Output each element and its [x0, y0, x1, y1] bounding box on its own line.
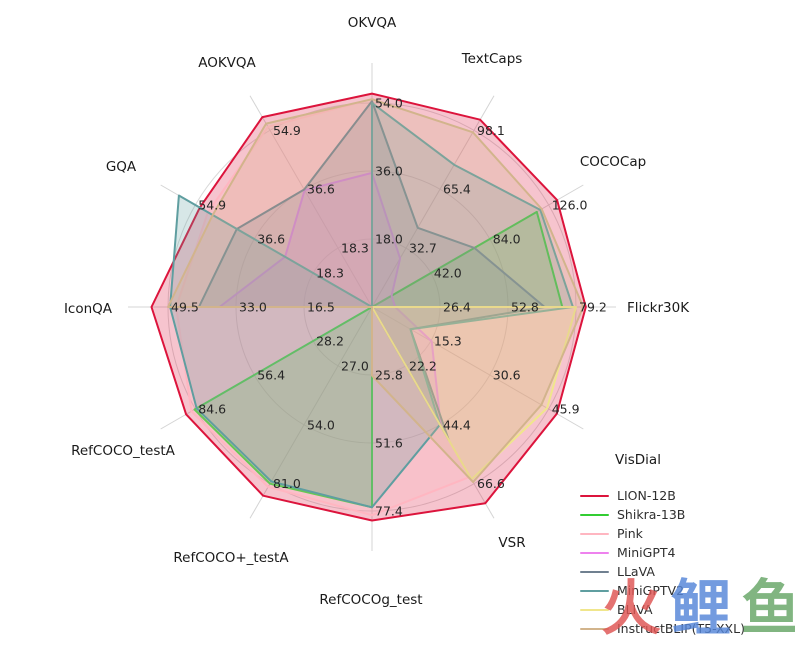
tick-label-IconQA-16.5: 16.5	[307, 300, 335, 315]
legend-label: MiniGPTV2	[617, 583, 685, 598]
legend-swatch	[580, 494, 609, 497]
legend-item-LLaVA: LLaVA	[580, 562, 745, 581]
legend-label: Pink	[617, 526, 643, 541]
tick-label-RefCOCO_testA-56.4: 56.4	[257, 368, 285, 383]
tick-label-AOKVQA-54.9: 54.9	[273, 123, 301, 138]
tick-label-RefCOCOg_test-51.6: 51.6	[375, 436, 403, 451]
axis-label-VSR: VSR	[498, 535, 525, 551]
tick-label-TextCaps-65.4: 65.4	[443, 182, 471, 197]
tick-label-COCOCap-126.0: 126.0	[552, 198, 588, 213]
legend-item-Shikra-13B: Shikra-13B	[580, 505, 745, 524]
tick-label-IconQA-49.5: 49.5	[171, 300, 199, 315]
tick-label-Flickr30K-52.8: 52.8	[511, 300, 539, 315]
tick-label-GQA-36.6: 36.6	[257, 232, 285, 247]
tick-label-VisDial-45.9: 45.9	[552, 402, 580, 417]
tick-label-RefCOCO_testA-28.2: 28.2	[316, 334, 344, 349]
axis-label-TextCaps: TextCaps	[461, 51, 523, 67]
tick-label-RefCOCO+_testA-27.0: 27.0	[341, 358, 369, 373]
tick-label-OKVQA-54.0: 54.0	[375, 96, 403, 111]
tick-label-RefCOCOg_test-77.4: 77.4	[375, 504, 403, 519]
legend-swatch	[580, 513, 609, 516]
series-polygon-InstructBLIP(T5-XXL)	[167, 98, 585, 484]
tick-label-TextCaps-32.7: 32.7	[409, 241, 437, 256]
axis-label-RefCOCO_testA: RefCOCO_testA	[71, 443, 176, 459]
legend-item-LION-12B: LION-12B	[580, 486, 745, 505]
legend-item-MiniGPT4: MiniGPT4	[580, 543, 745, 562]
tick-label-VisDial-30.6: 30.6	[493, 368, 521, 383]
tick-label-TextCaps-98.1: 98.1	[477, 123, 505, 138]
legend-label: LLaVA	[617, 564, 655, 579]
axis-label-GQA: GQA	[106, 159, 137, 175]
tick-label-IconQA-33.0: 33.0	[239, 300, 267, 315]
legend-swatch	[580, 532, 609, 535]
legend-item-MiniGPTV2: MiniGPTV2	[580, 581, 745, 600]
legend-swatch	[580, 570, 609, 573]
legend-item-BLIVA: BLIVA	[580, 600, 745, 619]
axis-spoke	[371, 306, 584, 430]
legend-item-Pink: Pink	[580, 524, 745, 543]
series-polygon-MiniGPTV2	[169, 102, 574, 509]
axis-label-AOKVQA: AOKVQA	[198, 55, 256, 71]
legend-label: MiniGPT4	[617, 545, 676, 560]
tick-label-COCOCap-84.0: 84.0	[493, 232, 521, 247]
axis-label-COCOCap: COCOCap	[580, 154, 646, 170]
tick-label-OKVQA-18.0: 18.0	[375, 232, 403, 247]
legend-swatch	[580, 551, 609, 554]
axis-label-IconQA: IconQA	[64, 301, 113, 317]
legend-swatch	[580, 589, 609, 592]
axis-label-RefCOCOg_test: RefCOCOg_test	[319, 592, 422, 608]
axis-spoke	[371, 95, 495, 308]
tick-label-RefCOCOg_test-25.8: 25.8	[375, 368, 403, 383]
legend-label: InstructBLIP(T5-XXL)	[617, 621, 745, 636]
legend-label: BLIVA	[617, 602, 653, 617]
tick-label-Flickr30K-26.4: 26.4	[443, 300, 471, 315]
tick-label-VisDial-15.3: 15.3	[434, 334, 462, 349]
legend-item-InstructBLIP(T5-XXL): InstructBLIP(T5-XXL)	[580, 619, 745, 638]
chart-legend: LION-12B Shikra-13B Pink MiniGPT4 LLaVA MiniG…	[580, 486, 745, 638]
axis-label-Flickr30K: Flickr30K	[627, 300, 690, 316]
tick-label-RefCOCO+_testA-81.0: 81.0	[273, 476, 301, 491]
tick-label-RefCOCO+_testA-54.0: 54.0	[307, 417, 335, 432]
tick-label-RefCOCO_testA-84.6: 84.6	[198, 402, 226, 417]
tick-label-Flickr30K-79.2: 79.2	[579, 300, 607, 315]
legend-swatch	[580, 608, 609, 611]
tick-label-GQA-18.3: 18.3	[316, 266, 344, 281]
tick-label-AOKVQA-36.6: 36.6	[307, 182, 335, 197]
tick-label-VSR-66.6: 66.6	[477, 476, 505, 491]
legend-label: Shikra-13B	[617, 507, 686, 522]
axis-label-OKVQA: OKVQA	[348, 15, 397, 31]
legend-swatch	[580, 627, 609, 630]
tick-label-GQA-54.9: 54.9	[198, 198, 226, 213]
axis-label-RefCOCO+_testA: RefCOCO+_testA	[173, 550, 289, 566]
tick-label-VSR-44.4: 44.4	[443, 417, 471, 432]
series-polygon-Shikra-13B	[193, 127, 564, 509]
legend-label: LION-12B	[617, 488, 676, 503]
tick-label-AOKVQA-18.3: 18.3	[341, 241, 369, 256]
tick-label-COCOCap-42.0: 42.0	[434, 266, 462, 281]
axis-label-VisDial: VisDial	[615, 452, 661, 468]
tick-label-VSR-22.2: 22.2	[409, 358, 437, 373]
tick-label-OKVQA-36.0: 36.0	[375, 164, 403, 179]
series-polygon-BLIVA	[371, 306, 577, 481]
axis-spoke	[249, 95, 373, 308]
